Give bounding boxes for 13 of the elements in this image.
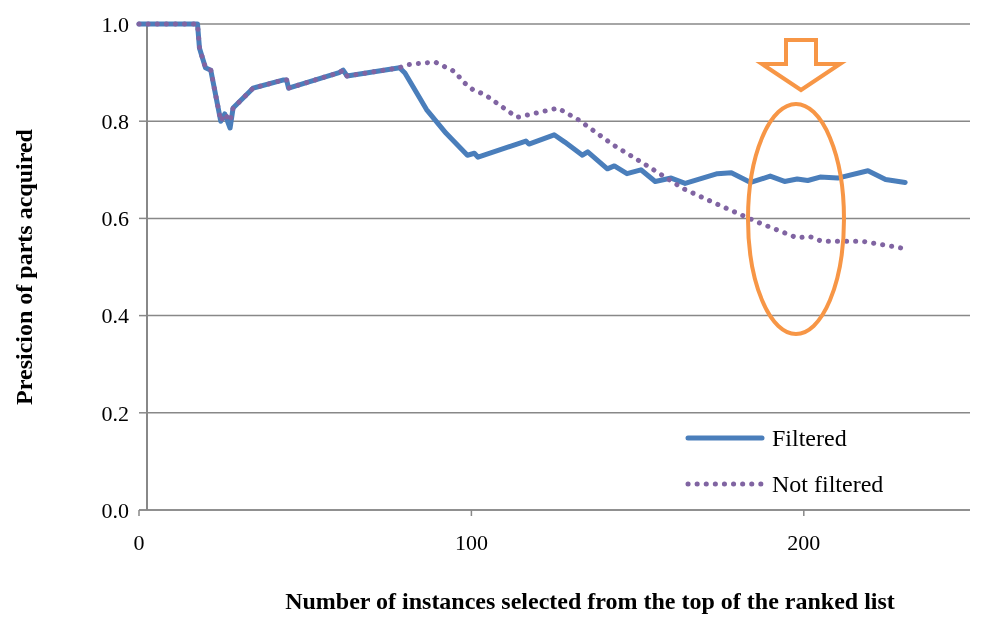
y-tick-label: 0.0 [101,497,129,523]
x-tick-label: 100 [454,530,488,555]
y-tick-label: 1.0 [101,11,129,37]
x-tick-label: 0 [133,530,145,555]
y-tick-label: 0.8 [101,108,129,134]
y-tick-label: 0.6 [101,206,129,232]
x-tick-label: 200 [787,530,821,555]
legend-label: Not filtered [772,471,884,498]
legend-label: Filtered [772,425,847,452]
y-tick-label: 0.4 [101,303,129,329]
y-tick-label: 0.2 [101,400,129,426]
y-axis-title: Presicion of parts acquired [11,128,37,405]
x-axis-title: Number of instances selected from the top of the ranked list [285,588,895,614]
